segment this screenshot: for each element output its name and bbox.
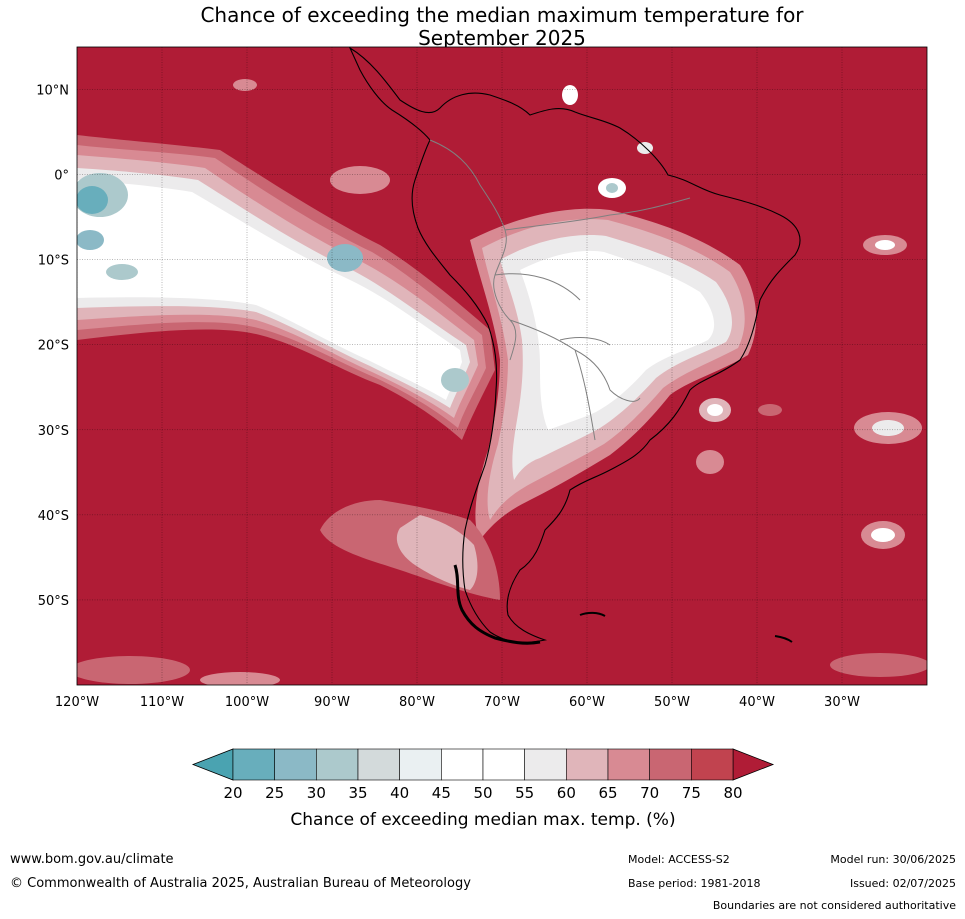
colorbar-tick-label: 55	[515, 784, 534, 802]
longitude-labels: 120°W 110°W 100°W 90°W 80°W 70°W 60°W 50°W 40°W 3…	[55, 695, 860, 710]
colorbar-swatch	[482, 748, 525, 781]
colorbar-swatch	[649, 748, 692, 781]
contour-atlantic-e	[696, 450, 724, 474]
lon-tick-label: 50°W	[654, 695, 690, 710]
patagonia-fjords	[453, 564, 541, 645]
contour-atlantic-c50	[875, 240, 895, 250]
lat-tick-label: 0°	[54, 169, 69, 184]
lat-tick-label: 20°S	[38, 339, 69, 354]
contour-south-b	[830, 653, 927, 677]
latitude-labels: 10°N 0° 10°S 20°S 30°S 40°S 50°S	[36, 84, 69, 609]
colorbar-swatch	[316, 748, 359, 781]
south-america-coastline	[348, 47, 801, 643]
colorbar-tick-label: 65	[598, 784, 617, 802]
contour-guiana-35	[606, 183, 618, 193]
contour-south-a	[77, 656, 190, 684]
lon-tick-label: 70°W	[484, 695, 520, 710]
colorbar-tick-label: 45	[432, 784, 451, 802]
lat-tick-label: 50°S	[38, 594, 69, 609]
colorbar-tick-label: 60	[557, 784, 576, 802]
lon-tick-label: 80°W	[399, 695, 435, 710]
title-line-1: Chance of exceeding the median maximum t…	[200, 3, 804, 27]
colorbar-tick-label: 35	[348, 784, 367, 802]
colorbar-swatch	[274, 748, 317, 781]
contour-pacific-50	[77, 180, 462, 400]
probability-field	[77, 79, 927, 685]
south-georgia	[774, 635, 793, 643]
contour-galapagos	[330, 166, 390, 194]
lat-tick-label: 40°S	[38, 509, 69, 524]
colorbar-swatch	[524, 748, 567, 781]
contour-continent-50	[520, 250, 715, 430]
colorbar-tick-label: 25	[265, 784, 284, 802]
footer-base-period: Base period: 1981-2018	[628, 877, 761, 890]
lat-tick-label: 10°S	[38, 254, 69, 269]
colorbar-swatch	[607, 748, 650, 781]
title-line-2: September 2025	[418, 26, 586, 50]
footer-model: Model: ACCESS-S2	[628, 853, 730, 866]
falkland-islands	[579, 611, 606, 617]
colorbar-tick-label: 80	[723, 784, 742, 802]
colorbar-swatch	[232, 748, 275, 781]
colorbar-tick-label: 20	[223, 784, 242, 802]
lon-tick-label: 120°W	[55, 695, 99, 710]
gridlines	[77, 47, 927, 685]
lon-tick-label: 100°W	[225, 695, 269, 710]
footer-copyright: © Commonwealth of Australia 2025, Austra…	[10, 876, 471, 891]
colorbar-swatch	[357, 748, 400, 781]
footer-model-run: Model run: 30/06/2025	[830, 853, 956, 866]
colorbar-swatch	[691, 748, 734, 781]
map-area	[77, 47, 927, 685]
colorbar-tick-label: 40	[390, 784, 409, 802]
contour-south-c	[200, 672, 280, 685]
footer-disclaimer: Boundaries are not considered authoritat…	[712, 899, 956, 912]
contour-caribbean-50	[562, 85, 578, 105]
contour-atlantic-a50	[707, 404, 723, 416]
contour-pacific-30	[77, 230, 104, 250]
footer-issued: Issued: 02/07/2025	[849, 877, 956, 890]
colorbar-swatch	[399, 748, 442, 781]
lon-tick-label: 110°W	[140, 695, 184, 710]
contour-pacific-35b	[106, 264, 138, 280]
contour-pacific-30b	[327, 244, 363, 272]
contour-atlantic-f	[758, 404, 782, 416]
colorbar: 20 25 30 35 40 45 50 55 60 65 70 75 80	[191, 748, 775, 802]
map-title: Chance of exceeding the median maximum t…	[77, 4, 927, 50]
lon-tick-label: 30°W	[824, 695, 860, 710]
lon-tick-label: 60°W	[569, 695, 605, 710]
contour-pacific-25	[77, 186, 108, 214]
map-frame	[76, 46, 928, 686]
colorbar-under-arrow	[191, 748, 234, 781]
colorbar-swatch	[566, 748, 609, 781]
colorbar-over-arrow	[732, 748, 775, 781]
contour-pacific-n	[233, 79, 257, 91]
contour-atlantic-d50	[871, 528, 895, 542]
lat-tick-label: 10°N	[36, 84, 69, 99]
colorbar-tick-label: 50	[473, 784, 492, 802]
footer-url[interactable]: www.bom.gov.au/climate	[10, 852, 174, 867]
colorbar-swatch	[441, 748, 484, 781]
colorbar-tick-label: 70	[640, 784, 659, 802]
colorbar-tick-label: 75	[682, 784, 701, 802]
lon-tick-label: 90°W	[314, 695, 350, 710]
contour-chile-35	[441, 368, 469, 392]
lon-tick-label: 40°W	[739, 695, 775, 710]
lat-tick-label: 30°S	[38, 424, 69, 439]
colorbar-tick-label: 30	[307, 784, 326, 802]
contour-atlantic-b55	[872, 420, 904, 436]
colorbar-title: Chance of exceeding median max. temp. (%…	[290, 810, 675, 830]
